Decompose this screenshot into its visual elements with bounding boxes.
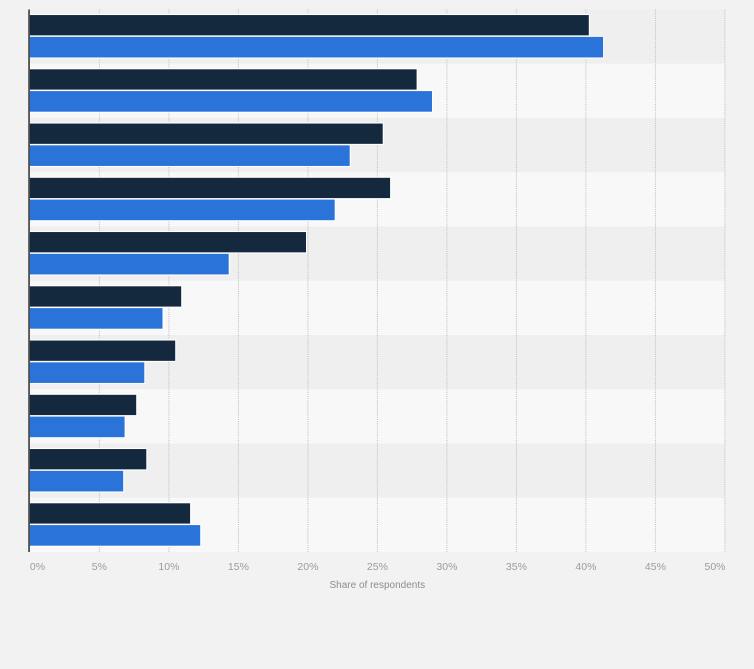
svg-text:20%: 20% — [297, 561, 318, 573]
svg-text:35%: 35% — [506, 561, 527, 573]
svg-text:Share of respondents: Share of respondents — [329, 580, 425, 591]
svg-text:10%: 10% — [158, 561, 179, 573]
svg-text:5%: 5% — [92, 561, 107, 573]
svg-text:50%: 50% — [704, 561, 725, 573]
svg-text:25%: 25% — [367, 561, 388, 573]
svg-text:45%: 45% — [645, 561, 666, 573]
svg-text:15%: 15% — [228, 561, 249, 573]
svg-text:0%: 0% — [30, 561, 45, 573]
svg-text:30%: 30% — [436, 561, 457, 573]
svg-text:40%: 40% — [575, 561, 596, 573]
